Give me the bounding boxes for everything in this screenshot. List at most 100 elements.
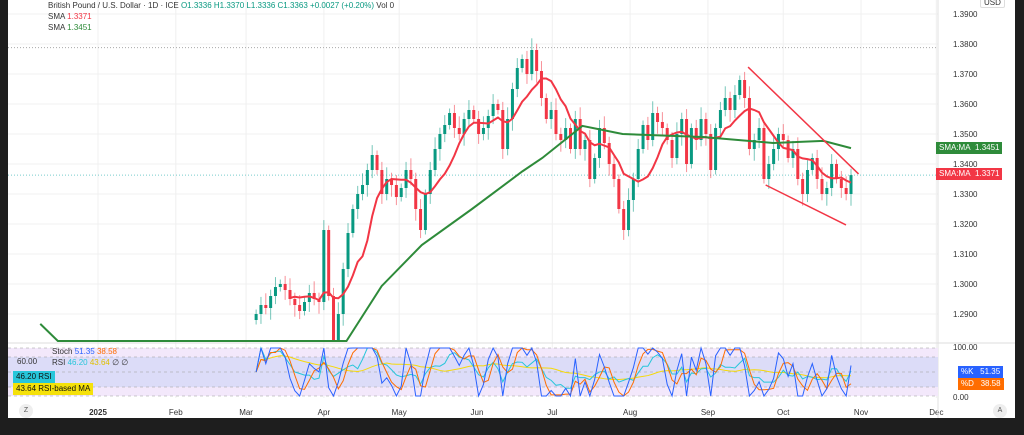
candle-body bbox=[718, 110, 722, 128]
candle-body bbox=[501, 110, 505, 149]
candle-body bbox=[443, 125, 447, 134]
candle-body bbox=[302, 302, 306, 311]
candle-body bbox=[361, 185, 365, 194]
candle-body bbox=[564, 128, 568, 140]
sma-value: 1.3371 bbox=[67, 12, 92, 21]
candle-body bbox=[810, 158, 814, 170]
candle-body bbox=[457, 128, 461, 134]
currency-label[interactable]: USD bbox=[980, 0, 1005, 8]
candle-body bbox=[660, 122, 664, 128]
price-chart[interactable]: 1.3900 1.3800 1.3700 1.3600 1.3500 1.3400 1.33… bbox=[8, 0, 1015, 418]
candle-body bbox=[423, 194, 427, 230]
sma-fast-legend[interactable]: SMA 1.3371 bbox=[48, 12, 92, 22]
candle-body bbox=[622, 209, 626, 230]
candle-body bbox=[380, 170, 384, 194]
candle-body bbox=[312, 293, 316, 299]
candle-body bbox=[830, 164, 834, 188]
candle-body bbox=[298, 305, 302, 311]
ohlc-open: O1.3336 bbox=[180, 1, 212, 10]
candle-body bbox=[288, 290, 292, 299]
candle-body bbox=[665, 128, 669, 140]
symbol-title: British Pound / U.S. Dollar · 1D · ICE bbox=[48, 1, 179, 10]
y-tick-label: 1.2900 bbox=[953, 310, 978, 319]
y-tick-label: 1.3000 bbox=[953, 280, 978, 289]
candle-body bbox=[757, 128, 761, 140]
candle-body bbox=[520, 59, 524, 68]
candle-body bbox=[607, 143, 611, 164]
candle-body bbox=[438, 134, 442, 149]
candle-body bbox=[419, 209, 423, 230]
x-tick-label: Nov bbox=[854, 408, 868, 417]
candle-body bbox=[767, 164, 771, 179]
candle-body bbox=[327, 230, 331, 296]
candle-body bbox=[834, 164, 838, 179]
stoch-legend[interactable]: Stoch 51.35 38.58 bbox=[52, 347, 117, 356]
candle-body bbox=[544, 98, 548, 119]
candle-body bbox=[805, 170, 809, 194]
candle-body bbox=[496, 104, 500, 110]
candle-body bbox=[675, 134, 679, 158]
sma-name: SMA bbox=[48, 12, 65, 21]
candle-body bbox=[680, 119, 684, 134]
candle-body bbox=[307, 293, 311, 302]
auto-scale-button[interactable]: A bbox=[993, 404, 1007, 418]
candle-body bbox=[743, 80, 747, 98]
candle-body bbox=[593, 158, 597, 179]
candle-body bbox=[689, 128, 693, 164]
k-label: %K 51.35 bbox=[958, 366, 1004, 378]
candle-body bbox=[433, 149, 437, 170]
candle-body bbox=[535, 50, 539, 71]
candle-body bbox=[612, 164, 616, 179]
candle-body bbox=[273, 287, 277, 296]
x-tick-label: Jul bbox=[547, 408, 557, 417]
candle-body bbox=[390, 179, 394, 185]
candle-body bbox=[477, 119, 481, 134]
candle-body bbox=[636, 149, 640, 179]
candle-body bbox=[259, 305, 263, 314]
ohlc-high: H1.3370 bbox=[213, 1, 245, 10]
candle-body bbox=[791, 149, 795, 158]
candle-body bbox=[293, 299, 297, 305]
symbol-legend: British Pound / U.S. Dollar · 1D · ICE O… bbox=[48, 1, 394, 11]
candle-body bbox=[578, 119, 582, 149]
candle-body bbox=[617, 179, 621, 209]
zoom-reset-button[interactable]: Z bbox=[19, 404, 33, 418]
candle-body bbox=[336, 314, 340, 342]
candle-body bbox=[714, 128, 718, 170]
stoch-d-line bbox=[255, 347, 852, 397]
candle-body bbox=[467, 110, 471, 119]
candle-body bbox=[264, 305, 268, 308]
sma-slow-legend[interactable]: SMA 1.3451 bbox=[48, 23, 92, 33]
x-tick-label: Dec bbox=[929, 408, 943, 417]
trend-line bbox=[747, 66, 860, 175]
y-tick-label: 1.3500 bbox=[953, 130, 978, 139]
sma-name: SMA bbox=[48, 23, 65, 32]
y-tick-label: 1.3200 bbox=[953, 220, 978, 229]
osc-tick-label: 0.00 bbox=[953, 393, 969, 402]
y-tick-label: 1.3300 bbox=[953, 190, 978, 199]
candle-body bbox=[641, 125, 645, 149]
candle-body bbox=[839, 179, 843, 188]
candle-body bbox=[462, 119, 466, 134]
candle-body bbox=[844, 188, 848, 194]
y-tick-label: 1.3800 bbox=[953, 40, 978, 49]
candle-body bbox=[588, 140, 592, 179]
x-tick-label: Mar bbox=[239, 408, 253, 417]
candle-body bbox=[515, 68, 519, 89]
sma-value: 1.3451 bbox=[67, 23, 92, 32]
candle-body bbox=[670, 140, 674, 158]
candle-body bbox=[525, 59, 529, 74]
candle-body bbox=[549, 110, 553, 119]
candle-body bbox=[752, 140, 756, 149]
ohlc-change: +0.0027 (+0.20%) bbox=[310, 1, 375, 10]
stoch-k-line bbox=[255, 346, 852, 398]
x-tick-label: May bbox=[392, 408, 407, 417]
price-series bbox=[39, 38, 860, 342]
rsi-legend[interactable]: RSI 46.20 43.64 ∅ ∅ bbox=[52, 358, 129, 367]
candle-body bbox=[631, 179, 635, 200]
candle-body bbox=[694, 128, 698, 140]
candle-body bbox=[709, 134, 713, 170]
candle-body bbox=[573, 119, 577, 149]
candle-body bbox=[568, 128, 572, 149]
sma-slow-price-label: SMA:MA 1.3451 bbox=[936, 142, 1003, 154]
